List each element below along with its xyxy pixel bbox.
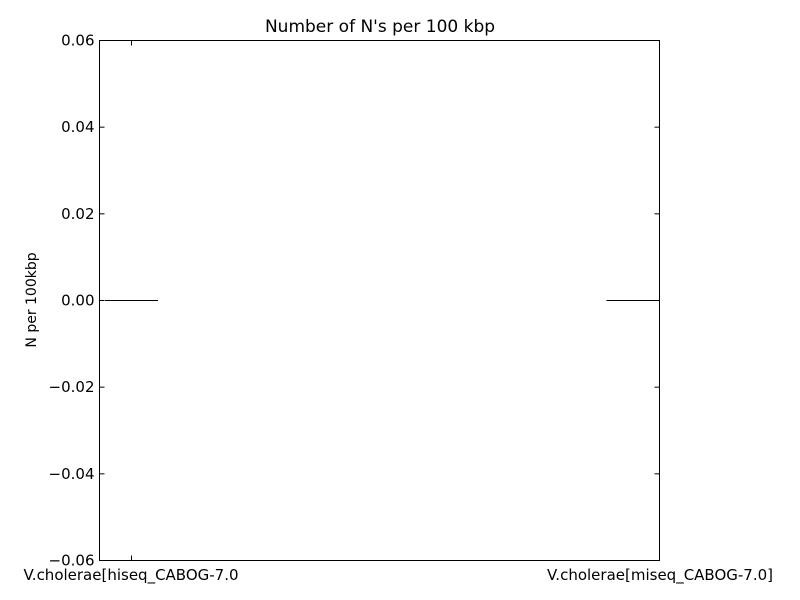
plot-frame	[99, 40, 660, 561]
y-tick-label: 0.06	[61, 32, 94, 50]
x-tick-label: V.cholerae[miseq_CABOG-7.0]	[547, 566, 773, 585]
y-tick-label: −0.04	[49, 465, 95, 483]
y-tick-label: 0.02	[61, 205, 94, 223]
x-tick-label: V.cholerae[hiseq_CABOG-7.0	[23, 566, 238, 585]
y-tick-label: 0.04	[61, 118, 94, 136]
tick-labels: −0.06 −0.04 −0.02 0.00 0.02 0.04 0.06 V.cholera…	[23, 32, 773, 586]
y-tick-label: −0.02	[49, 378, 95, 396]
y-tick-label: 0.00	[61, 292, 94, 310]
y-tick-label: −0.06	[49, 552, 95, 570]
y-axis-label: N per 100kbp	[24, 252, 40, 347]
chart-title: Number of N's per 100 kbp	[265, 17, 495, 37]
